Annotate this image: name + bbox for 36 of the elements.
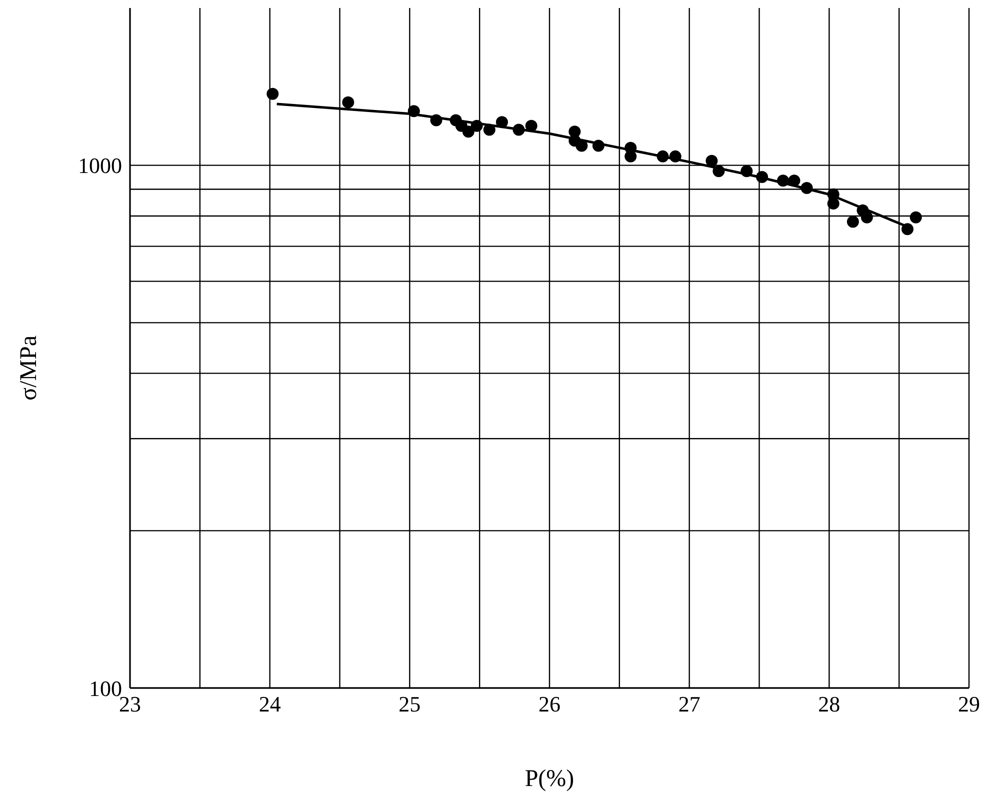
point (462, 126, 474, 138)
point (576, 140, 588, 152)
point (408, 105, 420, 118)
point (910, 211, 922, 224)
point (483, 124, 496, 136)
point (788, 174, 800, 187)
point (756, 170, 768, 183)
point (706, 154, 718, 167)
y-axis-title: σ/MPa (16, 335, 42, 400)
point (901, 223, 914, 236)
point (512, 124, 525, 136)
point (430, 114, 442, 126)
x-tick-label: 28 (818, 692, 840, 717)
point (712, 165, 725, 178)
y-tick-label: 100 (89, 676, 122, 701)
x-tick-label: 27 (678, 692, 700, 717)
point (342, 96, 354, 108)
point (669, 150, 682, 162)
point (827, 198, 840, 210)
x-axis-title: P(%) (524, 766, 574, 792)
point (470, 120, 483, 132)
point (266, 88, 279, 100)
x-tick-label: 24 (258, 692, 281, 717)
point (496, 116, 508, 128)
y-tick-label: 1000 (78, 153, 122, 178)
point (846, 216, 859, 228)
point (740, 165, 753, 178)
x-tick-label: 26 (538, 692, 560, 717)
point (777, 174, 790, 187)
point (592, 140, 604, 152)
point (656, 150, 669, 162)
point (525, 120, 538, 132)
point (800, 182, 813, 194)
x-tick-label: 25 (398, 692, 421, 717)
point (860, 211, 873, 224)
x-tick-label: 29 (958, 692, 980, 717)
